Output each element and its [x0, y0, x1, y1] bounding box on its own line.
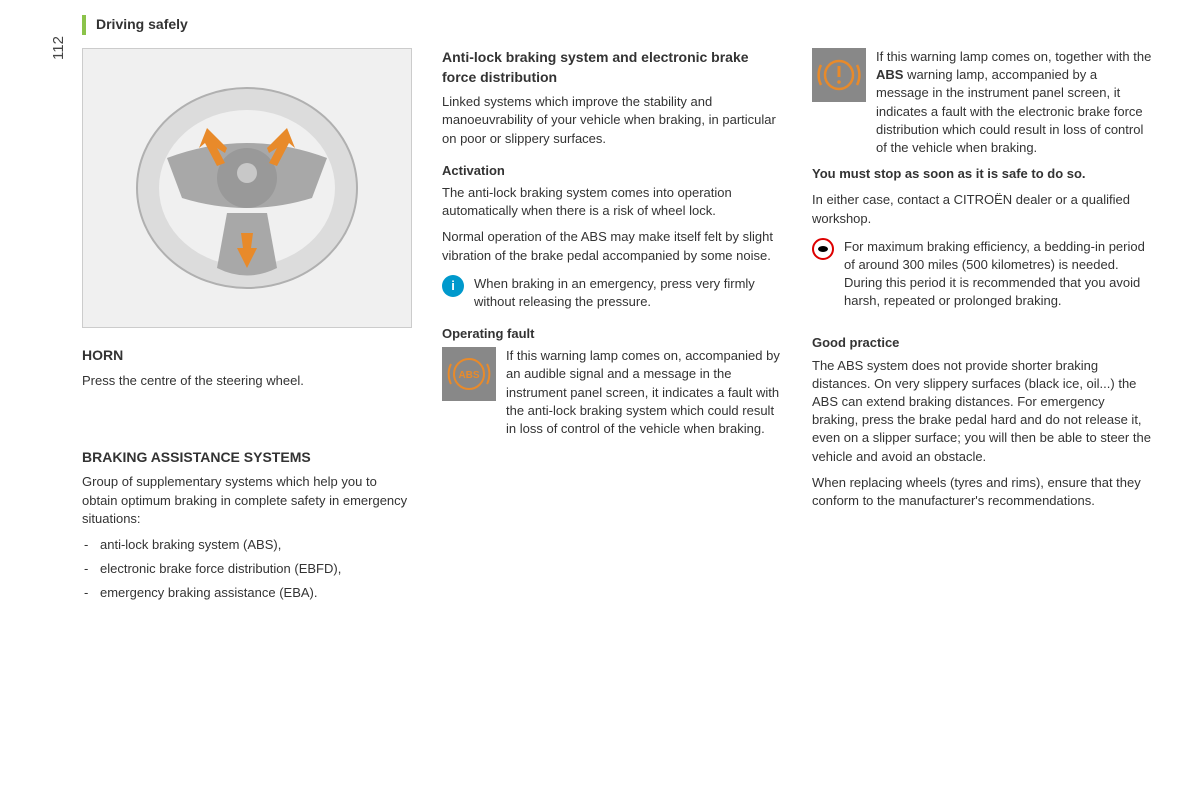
fault-block: ABS If this warning lamp comes on, accom…: [442, 347, 782, 438]
info-text: When braking in an emergency, press very…: [474, 275, 782, 311]
activation-p2: Normal operation of the ABS may make its…: [442, 228, 782, 264]
bas-intro: Group of supplementary systems which hel…: [82, 473, 412, 528]
bedding-block: For maximum braking efficiency, a beddin…: [812, 238, 1152, 311]
brake-warning-icon: [812, 48, 866, 102]
warn-text: If this warning lamp comes on, together …: [876, 48, 1152, 157]
column-2: Anti-lock braking system and electronic …: [442, 48, 782, 609]
column-3: If this warning lamp comes on, together …: [812, 48, 1152, 609]
info-icon: i: [442, 275, 464, 297]
horn-title: HORN: [82, 346, 412, 366]
contact-text: In either case, contact a CITROËN dealer…: [812, 191, 1152, 227]
bedding-text: For maximum braking efficiency, a beddin…: [844, 238, 1152, 311]
fault-title: Operating fault: [442, 325, 782, 343]
steering-wheel-figure: [82, 48, 412, 328]
bas-list: anti-lock braking system (ABS), electron…: [82, 536, 412, 603]
column-1: HORN Press the centre of the steering wh…: [82, 48, 412, 609]
fault-text: If this warning lamp comes on, accompani…: [506, 347, 782, 438]
list-item: anti-lock braking system (ABS),: [82, 536, 412, 554]
warn-block: If this warning lamp comes on, together …: [812, 48, 1152, 157]
good-practice-title: Good practice: [812, 334, 1152, 352]
steering-wheel-icon: [117, 68, 377, 308]
good-p2: When replacing wheels (tyres and rims), …: [812, 474, 1152, 510]
activation-p1: The anti-lock braking system comes into …: [442, 184, 782, 220]
svg-text:ABS: ABS: [458, 370, 479, 381]
section-header: Driving safely: [96, 16, 188, 32]
content-columns: HORN Press the centre of the steering wh…: [82, 48, 1152, 609]
list-item: electronic brake force distribution (EBF…: [82, 560, 412, 578]
bas-title: BRAKING ASSISTANCE SYSTEMS: [82, 448, 412, 468]
horn-text: Press the centre of the steering wheel.: [82, 372, 412, 390]
list-item: emergency braking assistance (EBA).: [82, 584, 412, 602]
page-number: 112: [50, 36, 67, 60]
abs-intro: Linked systems which improve the stabili…: [442, 93, 782, 148]
abs-warning-icon: ABS: [442, 347, 496, 401]
eye-icon: [812, 238, 834, 260]
good-p1: The ABS system does not provide shorter …: [812, 357, 1152, 466]
warn-bold: You must stop as soon as it is safe to d…: [812, 165, 1152, 183]
abs-title: Anti-lock braking system and electronic …: [442, 48, 782, 87]
accent-bar: [82, 15, 86, 35]
activation-title: Activation: [442, 162, 782, 180]
info-block: i When braking in an emergency, press ve…: [442, 275, 782, 311]
